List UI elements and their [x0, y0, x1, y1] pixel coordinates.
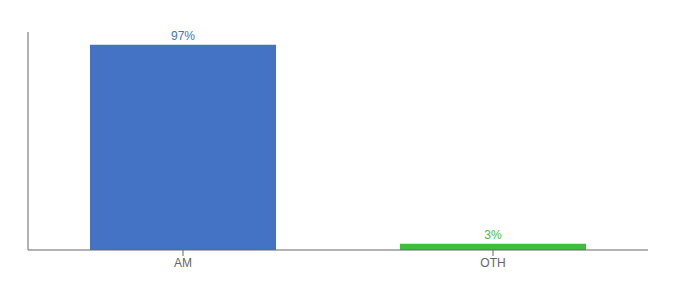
svg-text:OTH: OTH [480, 256, 505, 270]
svg-text:97%: 97% [171, 29, 195, 43]
svg-text:3%: 3% [484, 228, 502, 242]
svg-text:AM: AM [174, 256, 192, 270]
